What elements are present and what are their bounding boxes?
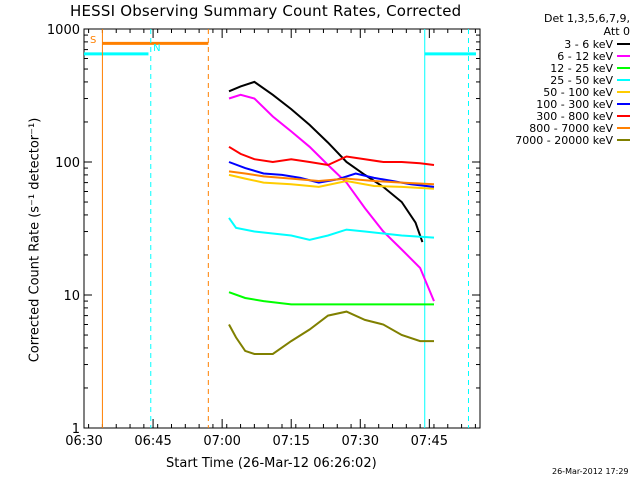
- series-line-9: [228, 310, 434, 355]
- legend-item: 100 - 300 keV: [500, 97, 630, 111]
- legend-label: 12 - 25 keV: [550, 61, 613, 75]
- legend-label: 25 - 50 keV: [550, 73, 613, 87]
- legend-swatch: [617, 127, 630, 129]
- series-line-7: [228, 145, 435, 167]
- legend-header-line2: Att 0: [603, 25, 630, 38]
- legend-swatch: [617, 91, 630, 93]
- x-axis-label: Start Time (26-Mar-12 06:26:02): [166, 456, 377, 471]
- legend-item: 6 - 12 keV: [500, 49, 630, 63]
- annotation-s: S: [90, 35, 96, 46]
- legend-header-line1: Det 1,3,5,6,7,9,: [543, 12, 630, 25]
- legend-swatch: [617, 115, 630, 117]
- legend-label: 3 - 6 keV: [564, 37, 613, 51]
- x-tick-label: 06:30: [65, 434, 102, 449]
- series-line-5: [228, 173, 435, 190]
- series-line-2: [228, 93, 435, 302]
- legend-label: 100 - 300 keV: [536, 97, 613, 111]
- x-tick-label: 07:15: [272, 434, 309, 449]
- legend-swatch: [617, 55, 630, 57]
- y-tick-label: 1: [72, 422, 80, 437]
- y-tick-label: 10: [63, 289, 80, 304]
- legend-swatch: [617, 67, 630, 69]
- y-tick-label: 1000: [47, 23, 80, 38]
- timestamp: 26-Mar-2012 17:29: [552, 467, 629, 476]
- plot-frame: [83, 28, 481, 429]
- legend-item: 12 - 25 keV: [500, 61, 630, 75]
- annotation-n: N: [153, 43, 160, 54]
- legend-label: 50 - 100 keV: [543, 85, 613, 99]
- series-line-3: [228, 291, 434, 306]
- x-tick-label: 07:45: [411, 434, 448, 449]
- chart-title: HESSI Observing Summary Count Rates, Cor…: [70, 2, 462, 20]
- y-tick-label: 100: [55, 156, 80, 171]
- legend-item: 300 - 800 keV: [500, 109, 630, 123]
- legend-item: 800 - 7000 keV: [500, 121, 630, 135]
- legend-label: 800 - 7000 keV: [529, 121, 613, 135]
- legend-swatch: [617, 139, 630, 141]
- legend: Det 1,3,5,6,7,9, Att 0 3 - 6 keV 6 - 12 k…: [500, 12, 630, 147]
- legend-item: 50 - 100 keV: [500, 85, 630, 99]
- legend-item: 25 - 50 keV: [500, 73, 630, 87]
- series-line-8: [228, 170, 435, 186]
- x-tick-label: 07:00: [203, 434, 240, 449]
- series-line-4: [228, 217, 435, 241]
- legend-label: 7000 - 20000 keV: [515, 133, 613, 147]
- y-axis-label: Corrected Count Rate (s⁻¹ detector⁻¹): [27, 117, 43, 363]
- series-line-1: [228, 80, 424, 243]
- x-tick-label: 06:45: [134, 434, 171, 449]
- legend-item: 7000 - 20000 keV: [500, 133, 630, 147]
- legend-item: 3 - 6 keV: [500, 37, 630, 51]
- legend-label: 6 - 12 keV: [557, 49, 613, 63]
- legend-label: 300 - 800 keV: [536, 109, 613, 123]
- legend-swatch: [617, 43, 630, 45]
- legend-swatch: [617, 79, 630, 81]
- legend-swatch: [617, 103, 630, 105]
- x-tick-label: 07:30: [342, 434, 379, 449]
